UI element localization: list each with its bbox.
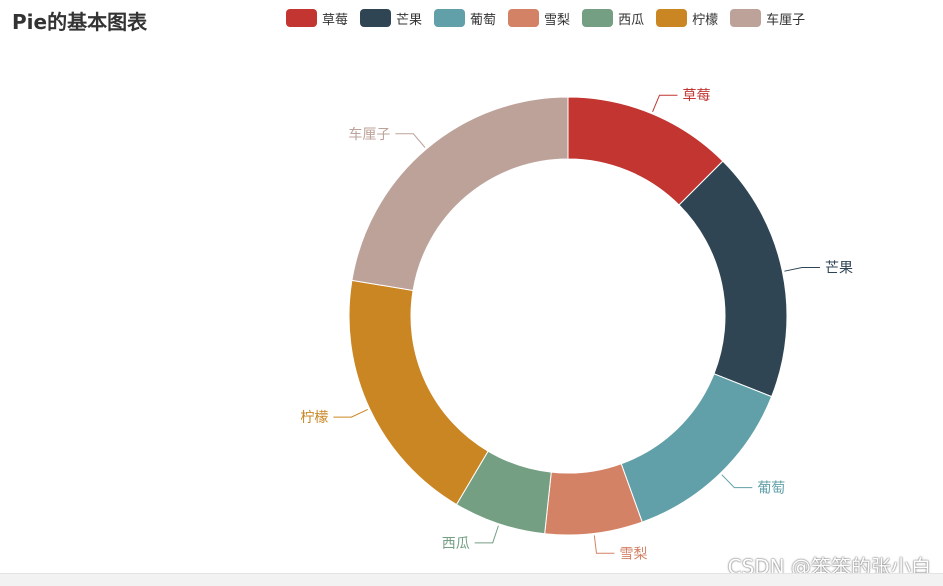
legend-label: 芒果 (396, 12, 423, 28)
legend-swatch (730, 9, 762, 27)
pie-slice-5[interactable] (348, 279, 489, 506)
slice-label-4: 西瓜 (442, 536, 470, 552)
legend-item-2[interactable]: 葡萄 (434, 9, 496, 28)
legend-swatch (582, 9, 614, 27)
legend-label: 葡萄 (470, 12, 497, 28)
legend-label: 草莓 (322, 12, 349, 28)
slice-label-2: 葡萄 (757, 481, 785, 497)
legend-item-6[interactable]: 车厘子 (730, 9, 805, 28)
label-line-2 (721, 474, 753, 489)
legend-label: 车厘子 (766, 12, 806, 28)
chart-legend: 草莓 芒果 葡萄 雪梨 西瓜 柠檬 车厘子 (286, 8, 817, 28)
legend-swatch (656, 9, 688, 27)
label-line-0 (652, 94, 678, 113)
label-line-6 (395, 133, 426, 148)
pie-slice-2[interactable] (620, 373, 773, 523)
legend-swatch (508, 9, 540, 27)
chart-title: Pie的基本图表 (12, 10, 148, 34)
slice-label-6: 车厘子 (348, 126, 390, 143)
legend-item-4[interactable]: 西瓜 (582, 9, 644, 28)
bottom-scrollbar-area (0, 573, 943, 586)
slice-label-3: 雪梨 (619, 546, 647, 562)
label-line-3 (593, 535, 615, 554)
pie-slice-6[interactable] (351, 96, 569, 292)
legend-swatch (434, 9, 466, 27)
legend-label: 柠檬 (692, 12, 719, 28)
label-line-4 (474, 525, 499, 544)
slice-label-1: 芒果 (825, 261, 853, 277)
legend-item-3[interactable]: 雪梨 (508, 9, 570, 28)
legend-swatch (286, 9, 317, 27)
label-line-5 (333, 409, 368, 418)
legend-item-0[interactable]: 草莓 (286, 9, 348, 28)
label-line-1 (784, 267, 821, 272)
legend-item-5[interactable]: 柠檬 (656, 9, 718, 28)
legend-label: 西瓜 (618, 12, 645, 28)
slice-label-0: 草莓 (682, 88, 710, 104)
slice-label-5: 柠檬 (300, 410, 328, 426)
pie-slice-1[interactable] (678, 160, 788, 398)
legend-swatch (360, 9, 392, 27)
legend-label: 雪梨 (544, 12, 571, 28)
legend-item-1[interactable]: 芒果 (360, 9, 422, 28)
